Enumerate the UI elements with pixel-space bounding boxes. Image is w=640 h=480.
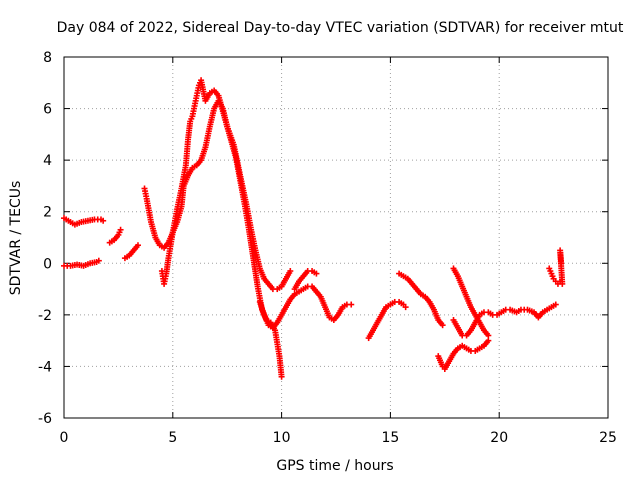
y-tick-label: 8 <box>43 50 52 66</box>
data-points <box>61 77 566 380</box>
data-point <box>558 260 565 267</box>
grid <box>64 57 608 418</box>
y-tick-label: 6 <box>43 102 52 118</box>
y-tick-label: -4 <box>38 359 52 375</box>
y-axis-label: SDTVAR / TECUs <box>8 181 24 296</box>
y-tick-label: -6 <box>38 411 52 427</box>
data-point <box>402 304 409 311</box>
x-tick-label: 25 <box>599 430 617 446</box>
y-tick-label: 2 <box>43 205 52 221</box>
data-point <box>100 217 107 224</box>
data-point <box>287 268 294 275</box>
data-point <box>552 301 559 308</box>
x-axis-label: GPS time / hours <box>276 458 393 474</box>
data-point <box>95 257 102 264</box>
data-point <box>485 337 492 344</box>
data-point <box>439 322 446 329</box>
x-tick-label: 20 <box>490 430 508 446</box>
x-tick-label: 15 <box>381 430 399 446</box>
data-point <box>485 332 492 339</box>
x-tick-label: 10 <box>273 430 291 446</box>
y-tick-label: 0 <box>43 256 52 272</box>
y-tick-label: -2 <box>38 308 52 324</box>
x-tick-label: 0 <box>60 430 69 446</box>
axes <box>63 56 609 419</box>
ticks: 0 5 10 15 20 25 -6 -4 -2 0 2 4 6 8 <box>38 50 617 446</box>
data-point <box>348 301 355 308</box>
y-tick-label: 4 <box>43 153 52 169</box>
plot-frame <box>63 56 609 419</box>
x-tick-label: 5 <box>168 430 177 446</box>
data-point <box>134 242 141 249</box>
chart-title: Day 084 of 2022, Sidereal Day-to-day VTE… <box>57 20 624 36</box>
data-point <box>117 226 124 233</box>
data-point <box>313 270 320 277</box>
data-point <box>278 373 285 380</box>
